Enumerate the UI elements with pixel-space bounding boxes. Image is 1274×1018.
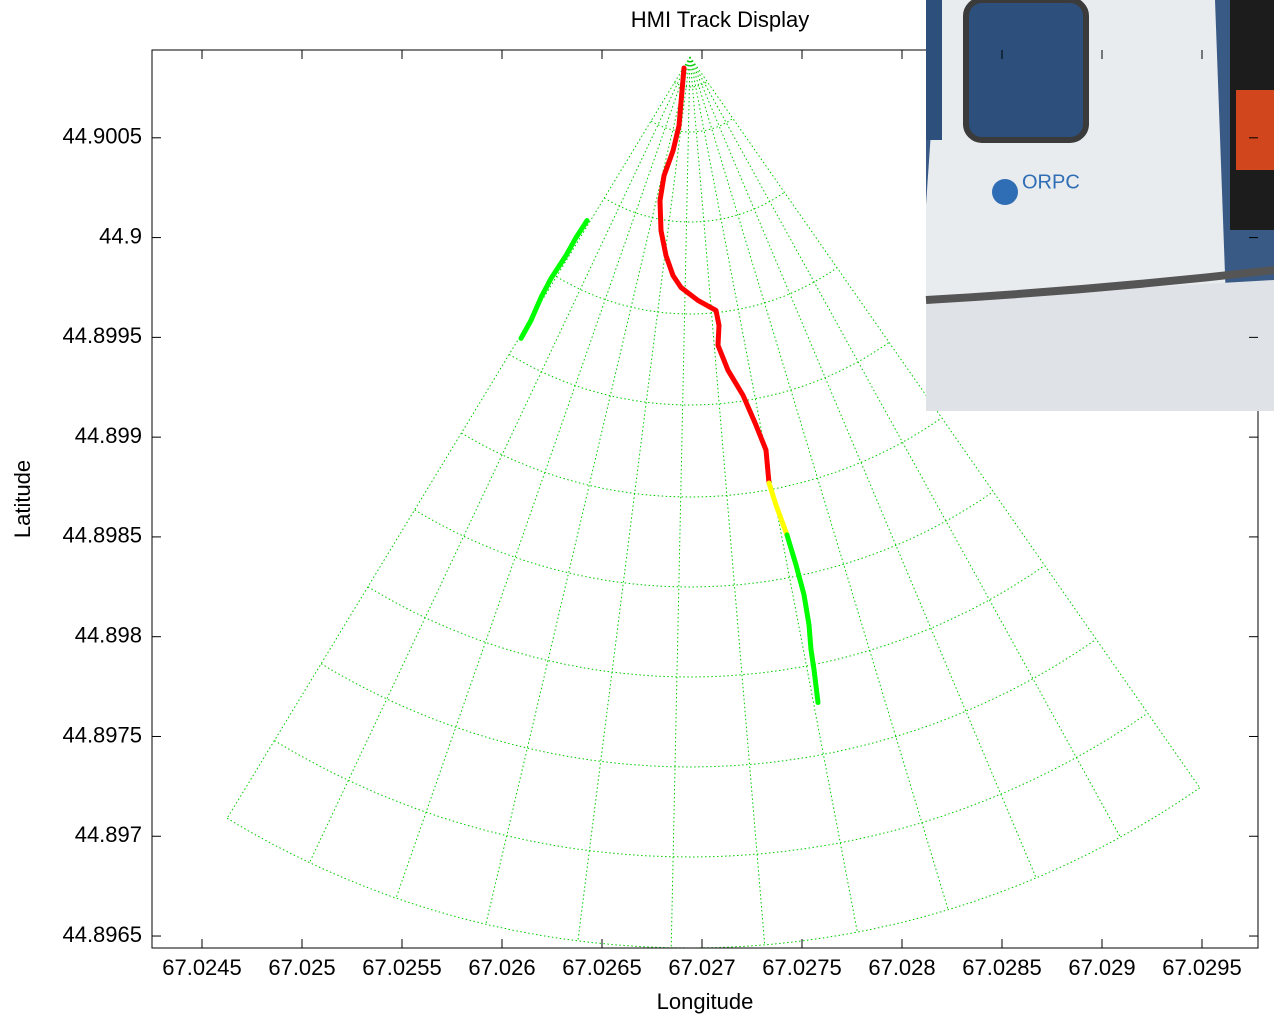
plot-marks [518, 65, 821, 706]
y-axis-label: Latitude [10, 460, 35, 538]
fan-arc [556, 267, 838, 315]
y-tick-label: 44.897 [75, 822, 142, 847]
y-tick-label: 44.8995 [62, 323, 142, 348]
fan-arc [274, 712, 1148, 858]
window [926, 0, 942, 140]
fan-ray [689, 56, 949, 910]
x-tick-label: 67.0285 [962, 955, 1042, 980]
fan-arc [414, 491, 994, 588]
y-tick-label: 44.9005 [62, 124, 142, 149]
gunwale [925, 266, 1274, 304]
x-axis-label: Longitude [657, 989, 754, 1014]
logo-icon [992, 179, 1018, 205]
x-tick-label: 67.0275 [762, 955, 842, 980]
photo-inset: ORPC [925, 0, 1274, 411]
hull [926, 280, 1274, 411]
fan-arc [461, 417, 942, 498]
life-vest [1236, 90, 1274, 170]
fan-ray [689, 56, 1201, 789]
fan-arc [604, 191, 785, 223]
logo-text: ORPC [1022, 171, 1080, 193]
x-tick-label: 67.0295 [1162, 955, 1242, 980]
fan-arc [320, 638, 1097, 768]
fan-ray [309, 56, 691, 863]
fan-ray [485, 56, 691, 925]
fan-ray [689, 56, 1121, 838]
y-tick-label: 44.899 [75, 423, 142, 448]
y-tick-label: 44.898 [75, 623, 142, 648]
x-tick-label: 67.026 [468, 955, 535, 980]
y-tick-label: 44.8975 [62, 722, 142, 747]
track [784, 532, 821, 706]
x-tick-label: 67.025 [268, 955, 335, 980]
fan-ray [577, 56, 691, 941]
y-tick-label: 44.9 [99, 223, 142, 248]
fan-arc [508, 341, 890, 406]
track [766, 480, 790, 538]
y-tick-label: 44.8985 [62, 523, 142, 548]
fan-arc [674, 81, 708, 88]
x-tick-label: 67.0255 [362, 955, 442, 980]
fan-ray [689, 56, 766, 945]
fan-ray [395, 56, 691, 899]
fan-ray [226, 56, 691, 819]
window [963, 0, 1089, 143]
x-tick-label: 67.028 [868, 955, 935, 980]
fan-ray [670, 56, 691, 948]
axes-box [151, 49, 1259, 949]
fan-arc [650, 118, 734, 133]
fan-arc [226, 787, 1201, 949]
track [518, 218, 590, 341]
x-tick-label: 67.029 [1068, 955, 1135, 980]
x-tick-label: 67.0265 [562, 955, 642, 980]
chart-title: HMI Track Display [631, 7, 809, 32]
x-tick-label: 67.027 [668, 955, 735, 980]
sonar-fan-grid [226, 56, 1201, 949]
fan-ray [689, 56, 1037, 879]
track [657, 65, 772, 486]
fan-arc [367, 565, 1045, 678]
y-tick-label: 44.8965 [62, 922, 142, 947]
x-tick-label: 67.0245 [162, 955, 242, 980]
